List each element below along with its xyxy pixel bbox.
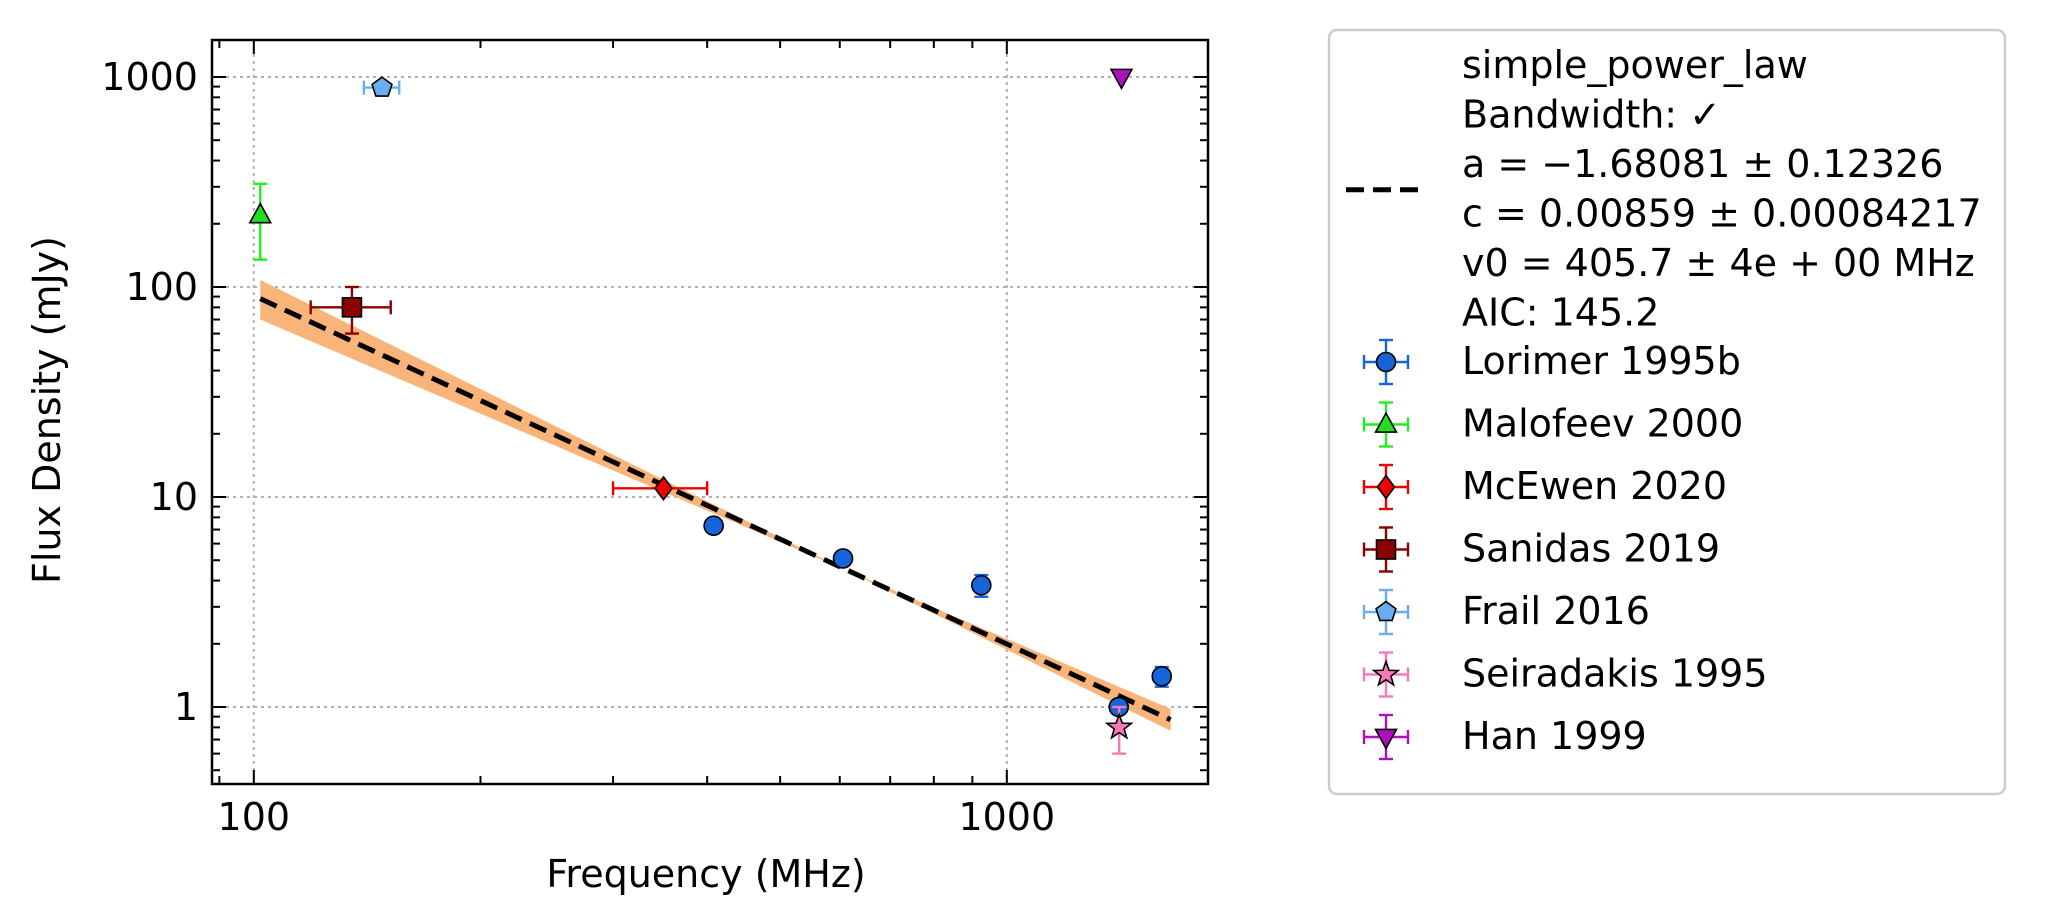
series-3 <box>309 285 392 335</box>
legend-entry: McEwen 2020 <box>1362 463 1727 511</box>
y-tick-label: 1000 <box>101 55 198 99</box>
data-point <box>1109 68 1134 91</box>
legend-label: Han 1999 <box>1462 714 1647 758</box>
legend-fit-text: v0 = 405.7 ± 4e + 00 MHz <box>1462 241 1975 285</box>
legend-marker <box>1375 539 1397 560</box>
x-tick-label: 1000 <box>958 795 1055 839</box>
data-point <box>248 202 273 224</box>
data-point <box>653 475 674 502</box>
y-tick-label: 100 <box>125 265 198 309</box>
legend: simple_power_law Bandwidth: ✓ a = −1.68081… <box>1327 28 2007 796</box>
data-point <box>703 515 724 537</box>
data-point <box>832 548 854 569</box>
legend-entry: Seiradakis 1995 <box>1362 651 1768 698</box>
series-6 <box>1109 68 1134 91</box>
legend-entry: Lorimer 1995b <box>1362 338 1741 386</box>
series-5 <box>1104 705 1134 755</box>
series-4 <box>362 76 401 97</box>
legend-entry: Han 1999 <box>1362 713 1647 761</box>
legend-marker <box>1375 351 1397 373</box>
legend-label: Malofeev 2000 <box>1462 402 1743 446</box>
legend-entry: Sanidas 2019 <box>1362 526 1720 573</box>
data-point <box>1151 666 1173 687</box>
legend-label: Frail 2016 <box>1462 589 1650 633</box>
plot-area: 100 1000 1 10 100 1000 <box>101 38 1210 839</box>
legend-box <box>1327 28 2007 796</box>
x-tick-label: 100 <box>218 795 291 839</box>
data-point <box>1104 712 1134 740</box>
series-2 <box>611 475 709 502</box>
legend-label: Lorimer 1995b <box>1462 339 1741 383</box>
data-point <box>371 76 393 97</box>
legend-fit-text: simple_power_law <box>1462 43 1808 87</box>
series-1 <box>248 182 273 261</box>
fit-line <box>259 296 1172 722</box>
y-axis-label: Flux Density (mJy) <box>25 236 69 584</box>
legend-label: Seiradakis 1995 <box>1462 652 1768 696</box>
legend-fit-text: AIC: 145.2 <box>1462 291 1659 335</box>
legend-marker <box>1371 659 1401 687</box>
legend-label: Sanidas 2019 <box>1462 527 1720 571</box>
legend-fit-text: Bandwidth: ✓ <box>1462 93 1721 137</box>
data-point <box>341 297 363 318</box>
legend-entry: Frail 2016 <box>1362 588 1650 636</box>
legend-label: McEwen 2020 <box>1462 464 1727 508</box>
legend-marker <box>1374 411 1398 433</box>
data-point <box>971 574 992 596</box>
y-tick-label: 1 <box>174 685 198 729</box>
fit-uncertainty-band <box>260 279 1171 731</box>
legend-fit-text: a = −1.68081 ± 0.12326 <box>1462 142 1943 186</box>
series-0 <box>703 515 1173 718</box>
y-tick-label: 10 <box>150 475 198 519</box>
x-axis-label: Frequency (MHz) <box>546 852 865 896</box>
plot-frame <box>210 38 1210 786</box>
legend-marker <box>1375 600 1397 622</box>
legend-fit-text: c = 0.00859 ± 0.00084217 <box>1462 192 1982 236</box>
legend-marker <box>1376 474 1396 500</box>
legend-entry: Malofeev 2000 <box>1362 401 1743 448</box>
legend-marker <box>1374 728 1398 751</box>
